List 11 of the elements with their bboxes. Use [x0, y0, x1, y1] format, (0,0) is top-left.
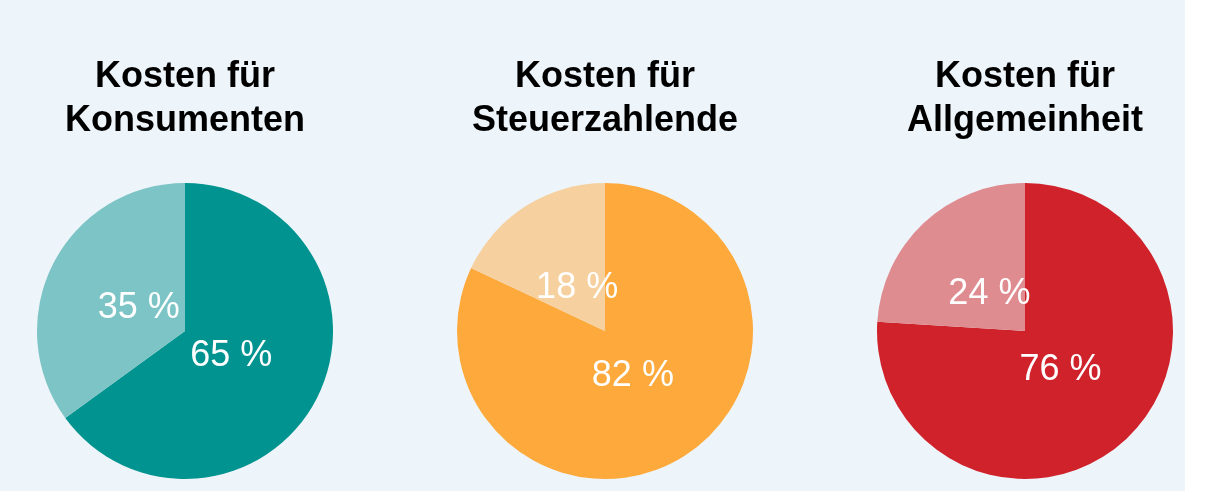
- pie-slice: [877, 183, 1173, 479]
- data-label: 35 %: [97, 285, 180, 327]
- pie-slice: [457, 183, 753, 479]
- data-label: 82 %: [591, 352, 674, 394]
- chart-title: Kosten für Allgemeinheit: [906, 54, 1144, 139]
- data-label: 76 %: [1019, 346, 1102, 388]
- pie-slice: [65, 183, 333, 479]
- pie-slice: [37, 183, 185, 418]
- data-label: 65 %: [190, 332, 273, 374]
- chart-title: Kosten für Steuerzahlende: [471, 54, 739, 139]
- chart-title: Kosten für Konsumenten: [64, 54, 306, 139]
